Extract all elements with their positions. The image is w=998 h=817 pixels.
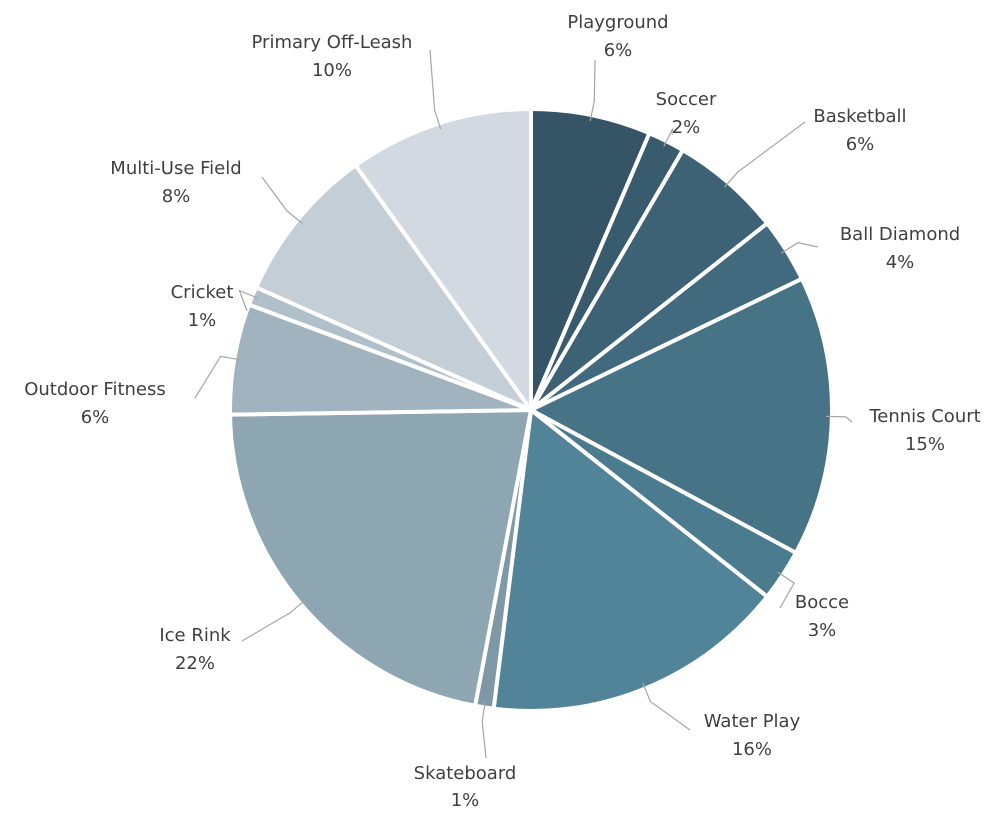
data-label-name: Water Play <box>704 711 801 732</box>
data-label-name: Primary Off-Leash <box>252 32 413 53</box>
leader-line <box>194 355 241 399</box>
data-label-name: Multi-Use Field <box>110 158 241 179</box>
data-label-percent: 3% <box>808 620 837 641</box>
data-label-name: Skateboard <box>414 763 517 784</box>
data-label-percent: 6% <box>81 407 110 428</box>
leader-line <box>642 682 691 731</box>
data-label-percent: 1% <box>451 790 480 811</box>
data-label-percent: 6% <box>604 40 633 61</box>
data-label-name: Soccer <box>656 89 717 110</box>
leader-line <box>481 701 487 759</box>
data-label-percent: 22% <box>175 653 215 674</box>
data-label-name: Ball Diamond <box>840 224 960 245</box>
data-label-name: Playground <box>567 12 668 33</box>
data-label-percent: 4% <box>886 252 915 273</box>
data-label-percent: 15% <box>905 434 945 455</box>
data-label-percent: 16% <box>732 739 772 760</box>
leader-line <box>663 128 674 147</box>
data-label-percent: 10% <box>312 60 352 81</box>
slices-layer <box>228 107 834 713</box>
leader-line <box>589 59 596 122</box>
data-labels-layer: Playground 6% Soccer 2% Basketball 6% Ba… <box>24 12 980 811</box>
leader-line <box>429 49 442 130</box>
data-label-percent: 6% <box>846 134 875 155</box>
leader-line <box>777 571 795 609</box>
leader-line <box>724 121 806 188</box>
leader-line <box>241 599 306 642</box>
data-label-name: Outdoor Fitness <box>24 379 166 400</box>
leader-line <box>780 242 819 254</box>
leader-line <box>825 415 853 423</box>
data-label-percent: 2% <box>672 117 701 138</box>
leader-lines-layer <box>194 49 853 759</box>
data-label-percent: 8% <box>162 186 191 207</box>
data-label-name: Bocce <box>795 592 849 613</box>
leader-line <box>238 289 259 312</box>
data-label-name: Ice Rink <box>159 625 231 646</box>
data-label-name: Cricket <box>171 282 234 303</box>
leader-line <box>261 176 303 224</box>
data-label-name: Basketball <box>813 106 906 127</box>
data-label-name: Tennis Court <box>868 406 980 427</box>
data-label-percent: 1% <box>188 310 217 331</box>
